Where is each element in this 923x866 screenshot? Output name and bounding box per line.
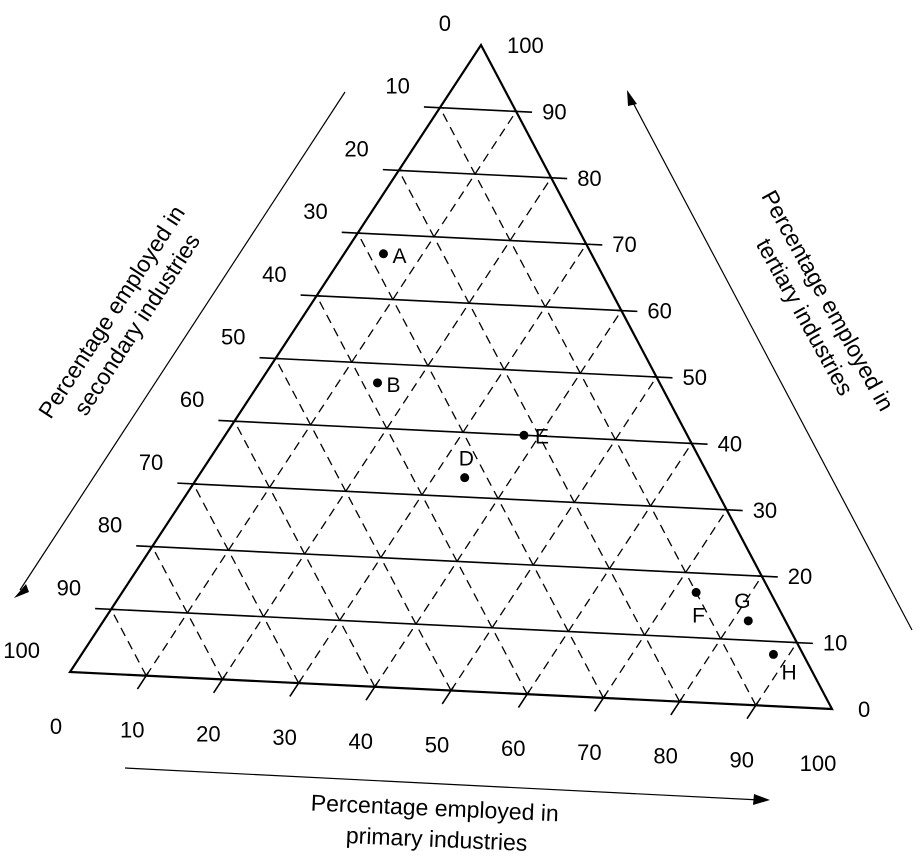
tick-tertiary <box>547 178 567 179</box>
triangle-outline <box>70 45 832 709</box>
grid-line-secondary <box>276 359 452 691</box>
tick-tertiary <box>617 310 637 311</box>
tick-label-secondary: 100 <box>3 638 40 663</box>
point-marker <box>373 378 382 387</box>
data-point-g: G <box>734 590 753 626</box>
tick-secondary <box>383 170 403 171</box>
tick-label-tertiary: 60 <box>647 299 671 324</box>
tick-tertiary <box>653 377 673 378</box>
tick-label-primary: 80 <box>653 744 677 769</box>
data-point-b: B <box>373 374 401 397</box>
grid-line-secondary <box>358 233 604 698</box>
tick-label-secondary: 0 <box>439 11 451 36</box>
point-marker <box>460 473 469 482</box>
tick-secondary <box>342 232 362 233</box>
point-marker <box>744 616 753 625</box>
tick-label-primary: 20 <box>196 721 220 746</box>
tick-label-primary: 50 <box>425 733 449 758</box>
grid-line-tertiary <box>234 421 691 443</box>
tick-label-primary: 60 <box>501 736 525 761</box>
grid-line-secondary <box>440 108 756 706</box>
tick-label-primary: 70 <box>577 740 601 765</box>
triangle-frame <box>70 45 832 709</box>
grid-line-primary <box>299 244 587 683</box>
point-label: E <box>535 425 549 448</box>
tick-label-tertiary: 80 <box>577 166 601 191</box>
tick-label-primary: 0 <box>50 714 62 739</box>
data-point-d: D <box>459 448 474 483</box>
tick-label-tertiary: 70 <box>612 232 636 257</box>
grid-line-tertiary <box>440 108 516 112</box>
tick-marks <box>95 107 813 719</box>
data-point-e: E <box>519 425 549 448</box>
grid-line-tertiary <box>358 233 587 244</box>
point-marker <box>692 588 701 597</box>
tick-tertiary <box>582 244 602 245</box>
point-label: A <box>392 245 406 268</box>
point-label: D <box>459 448 474 471</box>
tick-label-secondary: 30 <box>303 199 327 224</box>
data-point-a: A <box>379 245 407 268</box>
tick-label-tertiary: 0 <box>858 697 870 722</box>
grid-line-secondary <box>111 609 146 675</box>
tick-label-secondary: 20 <box>344 136 368 161</box>
tick-label-tertiary: 90 <box>542 99 566 124</box>
point-marker <box>769 650 778 659</box>
tick-label-secondary: 60 <box>180 387 204 412</box>
grid-line-tertiary <box>317 296 622 311</box>
tick-label-primary: 90 <box>730 747 754 772</box>
tick-tertiary <box>793 642 813 643</box>
tick-label-primary: 30 <box>272 725 296 750</box>
tick-label-primary: 40 <box>349 729 373 754</box>
tick-label-primary: 100 <box>800 751 837 776</box>
point-marker <box>519 431 528 440</box>
tick-label-secondary: 70 <box>139 450 163 475</box>
point-label: F <box>692 604 705 627</box>
tick-label-secondary: 80 <box>98 513 122 538</box>
grid-line-primary <box>451 377 657 691</box>
tick-label-secondary: 40 <box>262 262 286 287</box>
tick-labels: 0102030405060708090100010203040506070809… <box>3 11 870 776</box>
grid-line-tertiary <box>276 359 657 378</box>
tick-secondary <box>260 358 280 359</box>
tick-label-tertiary: 40 <box>718 431 742 456</box>
point-label: H <box>781 661 796 684</box>
tick-secondary <box>218 420 238 421</box>
tick-label-tertiary: 30 <box>753 498 777 523</box>
point-marker <box>379 249 388 258</box>
tertiary-axis-title: Percentage employed in tertiary industri… <box>732 186 903 435</box>
tick-secondary <box>301 295 321 296</box>
tick-secondary <box>177 483 197 484</box>
secondary-axis-arrow <box>14 92 345 598</box>
data-points: A B D E F G H <box>373 245 797 685</box>
tick-label-tertiary: 10 <box>823 631 847 656</box>
grid-line-tertiary <box>193 484 726 510</box>
grid-line-tertiary <box>152 547 762 577</box>
tick-label-primary: 10 <box>120 718 144 743</box>
tick-tertiary <box>758 576 778 577</box>
tick-label-tertiary: 20 <box>788 564 812 589</box>
tick-secondary <box>95 609 115 610</box>
tick-tertiary <box>512 111 532 112</box>
tick-tertiary <box>688 443 708 444</box>
point-label: B <box>386 374 400 397</box>
data-point-f: F <box>692 588 705 628</box>
tick-label-tertiary: 100 <box>507 33 544 58</box>
grid-line-tertiary <box>399 170 551 177</box>
grid-line-primary <box>603 510 726 698</box>
point-label: G <box>734 590 750 613</box>
tick-label-secondary: 10 <box>385 74 409 99</box>
primary-axis-title: Percentage employed in primary industrie… <box>309 789 566 857</box>
tick-secondary <box>424 107 444 108</box>
tick-tertiary <box>723 510 743 511</box>
tick-label-secondary: 50 <box>221 325 245 350</box>
tick-label-secondary: 90 <box>57 575 81 600</box>
tick-label-tertiary: 50 <box>683 365 707 390</box>
tick-secondary <box>136 546 156 547</box>
